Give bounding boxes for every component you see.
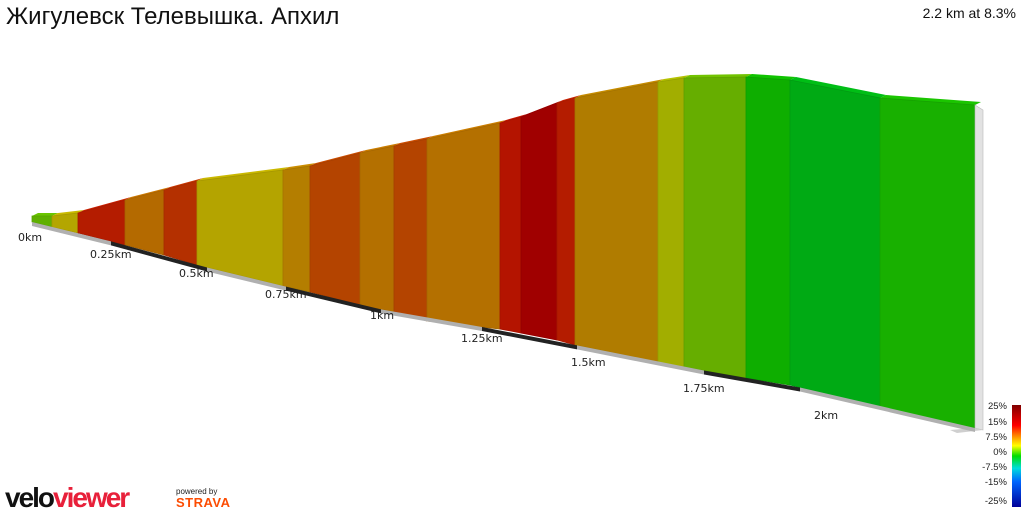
climb-summary: 2.2 km at 8.3% — [922, 5, 1016, 21]
axis-band — [111, 241, 207, 272]
axis-band — [704, 370, 800, 392]
legend-label: -25% — [984, 496, 1007, 507]
legend-label: 0% — [993, 447, 1007, 458]
gradient-segment — [163, 180, 198, 266]
gradient-segment — [124, 189, 165, 256]
gradient-segment — [426, 122, 501, 330]
gradient-segment — [393, 138, 428, 322]
segment-top — [427, 120, 506, 139]
gradient-segment — [789, 79, 881, 408]
gradient-segment — [359, 145, 395, 313]
logo-velo: velo — [5, 482, 55, 513]
gradient-segments — [31, 74, 981, 429]
distance-tick-label: 1.5km — [571, 356, 606, 369]
axis-band — [207, 267, 286, 291]
axis-band — [482, 327, 577, 350]
distance-tick-label: 0.75km — [265, 288, 307, 301]
distance-tick-label: 0.25km — [90, 248, 132, 261]
distance-tick-label: 1.25km — [461, 332, 503, 345]
distance-tick-label: 1.75km — [683, 382, 725, 395]
gradient-legend: 25% 15% 7.5% 0% -7.5% -15% -25% — [975, 401, 1024, 512]
distance-tick-label: 2km — [814, 409, 838, 422]
profile-end-cap — [974, 104, 984, 431]
gradient-segment — [499, 116, 522, 334]
distance-tick-label: 0km — [18, 231, 42, 244]
gradient-segment — [556, 97, 576, 346]
legend-label: -15% — [984, 477, 1007, 488]
axis-band — [800, 387, 975, 432]
gradient-segment — [879, 97, 976, 429]
gradient-color-scale — [1012, 405, 1021, 507]
gradient-segment — [309, 152, 361, 306]
gradient-segment — [520, 102, 558, 341]
powered-by-label: powered by — [176, 487, 218, 496]
gradient-segment — [282, 165, 311, 293]
gradient-segment — [745, 76, 791, 386]
legend-label: -7.5% — [982, 462, 1007, 473]
gradient-segment — [683, 76, 747, 379]
distance-tick-label: 1km — [370, 309, 394, 322]
gradient-segment — [657, 77, 685, 368]
distance-tick-labels: 0km 0.25km 0.5km 0.75km 1km 1.25km 1.5km 1.75km… — [18, 231, 838, 422]
segment-top — [283, 163, 316, 170]
segment-top — [880, 95, 981, 105]
segment-top — [790, 77, 886, 98]
segment-top — [394, 136, 433, 146]
segment-top — [746, 74, 796, 80]
distance-tick-label: 0.5km — [179, 267, 214, 280]
logo-viewer: viewer — [53, 482, 130, 513]
axis-band — [286, 286, 381, 314]
axis-band — [381, 309, 482, 332]
axis-band — [577, 345, 704, 375]
strava-logo[interactable]: STRAVA — [176, 495, 231, 510]
legend-label: 15% — [987, 417, 1007, 428]
segment-top — [360, 143, 400, 153]
distance-axis — [32, 222, 975, 432]
gradient-segment — [574, 81, 659, 363]
page-title: Жигулевск Телевышка. Апхил — [6, 3, 340, 30]
segment-top — [52, 210, 84, 216]
veloviewer-logo[interactable]: veloviewer — [5, 482, 130, 513]
legend-label: 7.5% — [985, 432, 1007, 443]
segment-top — [197, 167, 289, 181]
segment-top — [32, 213, 58, 216]
segment-top — [575, 79, 664, 98]
axis-band — [32, 222, 111, 246]
legend-label: 25% — [987, 401, 1007, 412]
segment-top — [658, 75, 690, 82]
